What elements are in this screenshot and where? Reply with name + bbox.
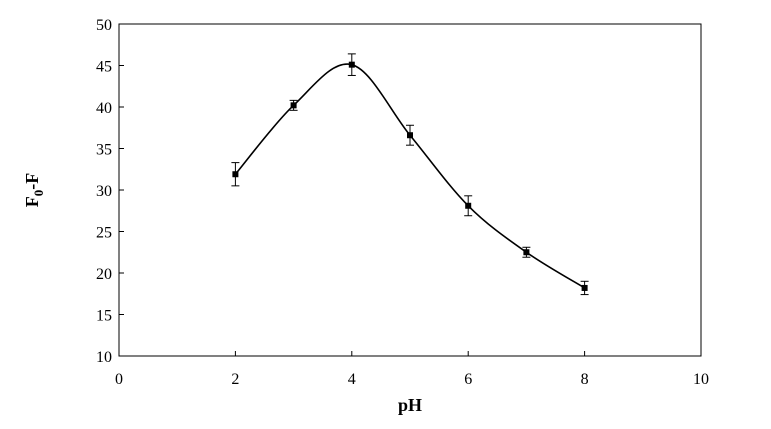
y-tick-label: 15 [96, 308, 112, 325]
x-tick-label: 10 [693, 371, 709, 388]
x-tick-label: 8 [581, 371, 589, 388]
y-tick-label: 25 [96, 225, 112, 242]
data-points [232, 61, 588, 291]
data-point [523, 249, 530, 256]
y-axis-label: F0-F [22, 173, 46, 208]
y-axis-ticks: 10 15 20 25 30 35 40 45 50 [96, 17, 124, 366]
x-axis-label: pH [398, 395, 422, 415]
y-tick-label: 30 [96, 183, 112, 200]
y-tick-label: 20 [96, 266, 112, 283]
y-tick-label: 50 [96, 17, 112, 34]
x-tick-label: 4 [348, 371, 356, 388]
plot-frame [118, 23, 702, 357]
data-point [232, 171, 239, 178]
data-point [407, 132, 413, 139]
series-curve [234, 63, 586, 289]
y-axis-label-rest: -F [22, 173, 42, 190]
data-point [465, 202, 472, 209]
data-point [581, 284, 588, 291]
data-point [348, 61, 355, 68]
x-tick-label: 0 [115, 371, 123, 388]
x-tick-label: 6 [464, 371, 472, 388]
y-axis-label-sub: 0 [31, 190, 46, 197]
y-tick-label: 45 [96, 59, 112, 76]
y-axis-label-main: F [22, 196, 42, 207]
data-point [290, 102, 297, 109]
x-tick-label: 2 [231, 371, 239, 388]
y-tick-label: 35 [96, 142, 112, 159]
y-tick-label: 40 [96, 100, 112, 117]
x-axis-ticks: 0 2 4 6 8 10 [115, 351, 709, 388]
y-tick-label: 10 [96, 349, 112, 366]
